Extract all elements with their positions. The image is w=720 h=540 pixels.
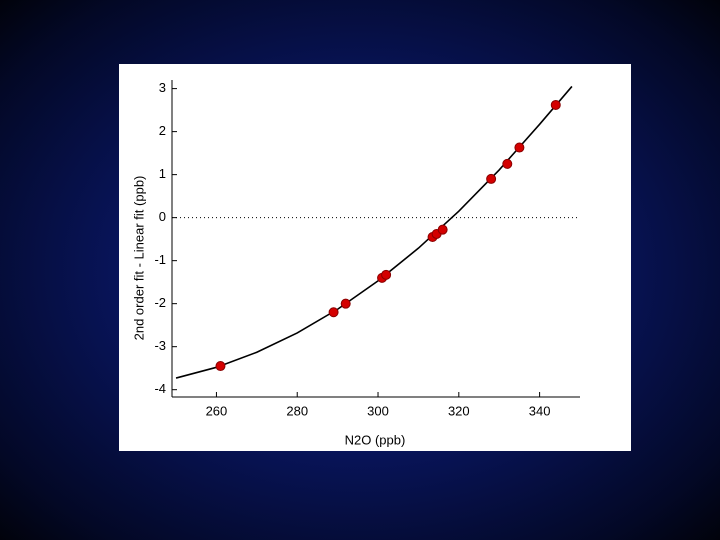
y-tick-label: -2 [154, 295, 166, 310]
x-tick-label: 280 [286, 403, 308, 418]
x-tick-label: 300 [367, 403, 389, 418]
x-tick-label: 340 [529, 403, 551, 418]
data-point [215, 361, 226, 372]
data-point [328, 307, 339, 318]
y-tick-label: 3 [159, 80, 166, 95]
x-tick-label: 260 [206, 403, 228, 418]
plot-panel [119, 64, 631, 451]
y-axis-label: 2nd order fit - Linear fit (ppb) [131, 176, 146, 341]
data-point [550, 99, 561, 110]
data-point [486, 173, 497, 184]
y-tick-label: 1 [159, 166, 166, 181]
data-point [381, 269, 392, 280]
y-tick-label: -4 [154, 381, 166, 396]
y-tick-label: -3 [154, 338, 166, 353]
data-point [514, 142, 525, 153]
data-point [437, 224, 448, 235]
y-tick-label: -1 [154, 252, 166, 267]
x-axis-label: N2O (ppb) [345, 432, 406, 447]
data-point [340, 298, 351, 309]
y-tick-label: 2 [159, 123, 166, 138]
fit-line [175, 85, 573, 379]
x-tick-label: 320 [448, 403, 470, 418]
data-point [502, 158, 513, 169]
y-tick-label: 0 [159, 209, 166, 224]
